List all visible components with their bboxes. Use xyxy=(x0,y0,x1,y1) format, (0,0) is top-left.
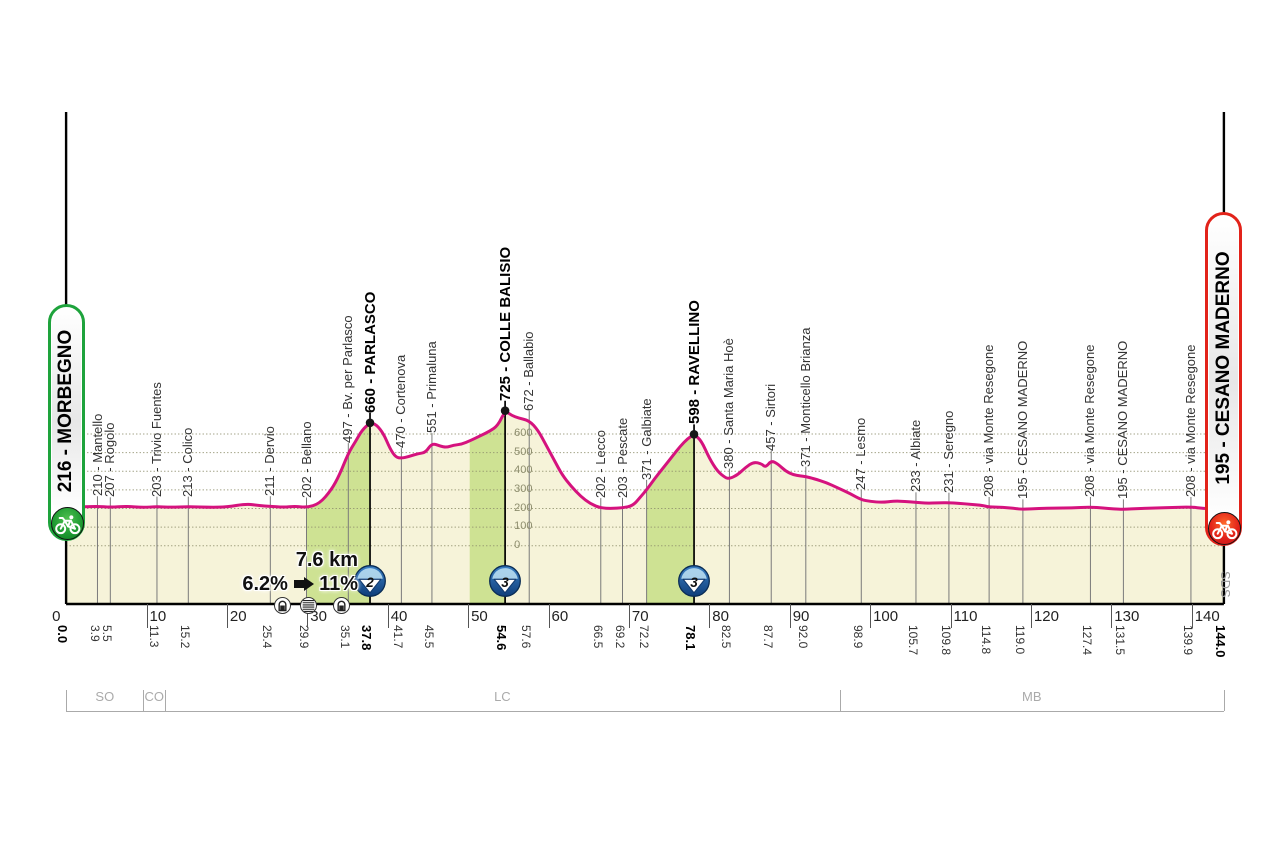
svg-text:2: 2 xyxy=(365,575,374,590)
svg-text:3: 3 xyxy=(690,575,698,590)
svg-text:3: 3 xyxy=(501,575,509,590)
